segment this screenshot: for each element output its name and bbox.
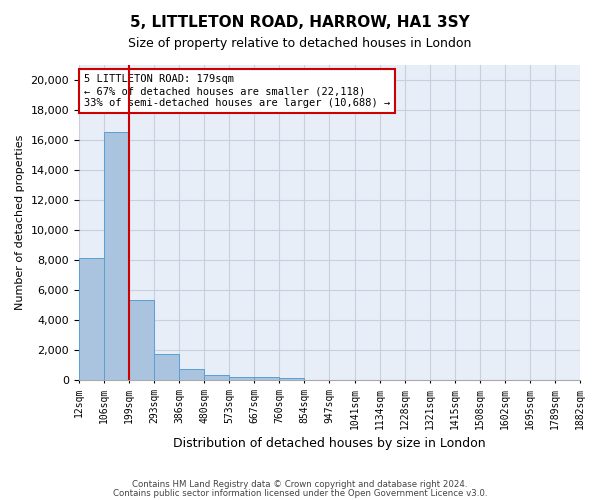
Bar [104,132,129,380]
Text: Contains HM Land Registry data © Crown copyright and database right 2024.: Contains HM Land Registry data © Crown c… [132,480,468,489]
Text: 5 LITTLETON ROAD: 179sqm
← 67% of detached houses are smaller (22,118)
33% of se: 5 LITTLETON ROAD: 179sqm ← 67% of detach… [84,74,390,108]
Bar [129,300,154,380]
Bar [79,258,104,380]
Bar [154,354,179,380]
Bar [179,370,204,380]
Bar [280,378,304,380]
Bar [204,375,229,380]
Text: Contains public sector information licensed under the Open Government Licence v3: Contains public sector information licen… [113,489,487,498]
Y-axis label: Number of detached properties: Number of detached properties [15,135,25,310]
Bar [229,377,254,380]
Bar [254,377,280,380]
Text: Size of property relative to detached houses in London: Size of property relative to detached ho… [128,38,472,51]
X-axis label: Distribution of detached houses by size in London: Distribution of detached houses by size … [173,437,486,450]
Text: 5, LITTLETON ROAD, HARROW, HA1 3SY: 5, LITTLETON ROAD, HARROW, HA1 3SY [130,15,470,30]
